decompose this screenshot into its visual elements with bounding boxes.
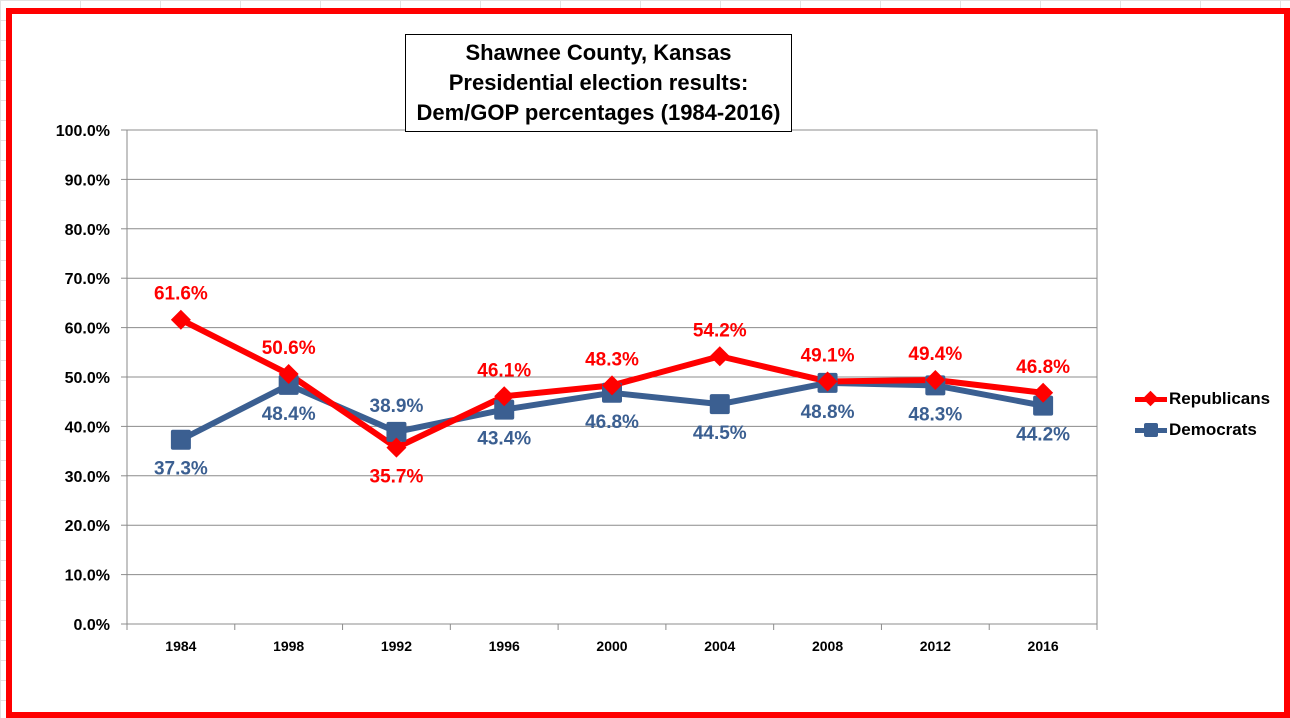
x-tick-label: 2016 bbox=[1028, 638, 1059, 654]
y-tick-label: 30.0% bbox=[65, 469, 110, 486]
data-point-republicans bbox=[602, 375, 622, 396]
data-label-republicans: 46.1% bbox=[477, 360, 531, 381]
legend-label-democrats: Democrats bbox=[1169, 419, 1257, 439]
data-label-republicans: 49.1% bbox=[801, 345, 855, 366]
data-point-republicans bbox=[494, 386, 515, 407]
y-tick-label: 90.0% bbox=[65, 172, 110, 189]
x-tick-label: 2012 bbox=[920, 638, 951, 654]
chart-title-line-2: Presidential election results: bbox=[448, 70, 749, 95]
data-point-democrats bbox=[170, 429, 191, 450]
legend: Republicans Democrats bbox=[1135, 383, 1285, 445]
data-label-democrats: 44.5% bbox=[693, 423, 747, 444]
data-point-republicans bbox=[386, 437, 407, 458]
chart-title-line-3: Dem/GOP percentages (1984-2016) bbox=[416, 100, 781, 125]
x-tick-label: 1998 bbox=[273, 638, 304, 654]
data-label-republicans: 48.3% bbox=[585, 349, 639, 370]
legend-item-republicans: Republicans bbox=[1135, 383, 1285, 414]
legend-label-republicans: Republicans bbox=[1169, 388, 1271, 408]
y-tick-label: 0.0% bbox=[74, 617, 110, 634]
x-tick-label: 1984 bbox=[165, 638, 196, 654]
x-tick-label: 2004 bbox=[704, 638, 735, 654]
y-tick-label: 50.0% bbox=[65, 370, 110, 387]
x-tick-label: 1996 bbox=[489, 638, 520, 654]
data-label-republicans: 49.4% bbox=[908, 344, 962, 365]
legend-item-democrats: Democrats bbox=[1135, 414, 1285, 445]
y-tick-label: 10.0% bbox=[65, 568, 110, 585]
x-tick-label: 1992 bbox=[381, 638, 412, 654]
x-tick-label: 2008 bbox=[812, 638, 843, 654]
data-point-republicans bbox=[278, 364, 299, 385]
legend-swatch-democrats bbox=[1135, 422, 1167, 438]
data-point-republicans bbox=[1033, 382, 1054, 403]
data-point-democrats bbox=[278, 374, 299, 395]
data-label-democrats: 46.8% bbox=[585, 412, 639, 433]
data-label-democrats: 48.8% bbox=[801, 402, 855, 423]
data-label-democrats: 37.3% bbox=[154, 459, 208, 480]
data-label-republicans: 54.2% bbox=[693, 320, 747, 341]
y-tick-label: 100.0% bbox=[56, 123, 110, 140]
data-label-republicans: 46.8% bbox=[1016, 357, 1070, 378]
y-tick-label: 60.0% bbox=[65, 321, 110, 338]
data-label-republicans: 35.7% bbox=[370, 467, 424, 488]
y-tick-label: 80.0% bbox=[65, 222, 110, 239]
data-label-republicans: 61.6% bbox=[154, 284, 208, 305]
y-tick-label: 20.0% bbox=[65, 518, 110, 535]
data-label-democrats: 48.3% bbox=[908, 404, 962, 425]
data-label-democrats: 43.4% bbox=[477, 429, 531, 450]
data-label-democrats: 44.2% bbox=[1016, 425, 1070, 446]
data-point-republicans bbox=[170, 309, 191, 330]
data-point-democrats bbox=[1033, 395, 1054, 416]
data-label-democrats: 38.9% bbox=[370, 396, 424, 417]
data-label-democrats: 48.4% bbox=[262, 404, 316, 425]
chart-title-line-1: Shawnee County, Kansas bbox=[465, 40, 732, 65]
data-point-republicans bbox=[709, 346, 730, 367]
data-label-republicans: 50.6% bbox=[262, 338, 316, 359]
data-point-democrats bbox=[386, 421, 407, 442]
data-point-democrats bbox=[494, 399, 515, 420]
y-tick-label: 40.0% bbox=[65, 419, 110, 436]
y-tick-label: 70.0% bbox=[65, 271, 110, 288]
data-point-republicans bbox=[817, 371, 838, 392]
chart-title: Shawnee County, Kansas Presidential elec… bbox=[405, 34, 792, 132]
legend-swatch-republicans bbox=[1135, 390, 1167, 407]
data-point-democrats bbox=[709, 394, 730, 415]
x-tick-label: 2000 bbox=[596, 638, 627, 654]
data-point-republicans bbox=[925, 369, 946, 390]
